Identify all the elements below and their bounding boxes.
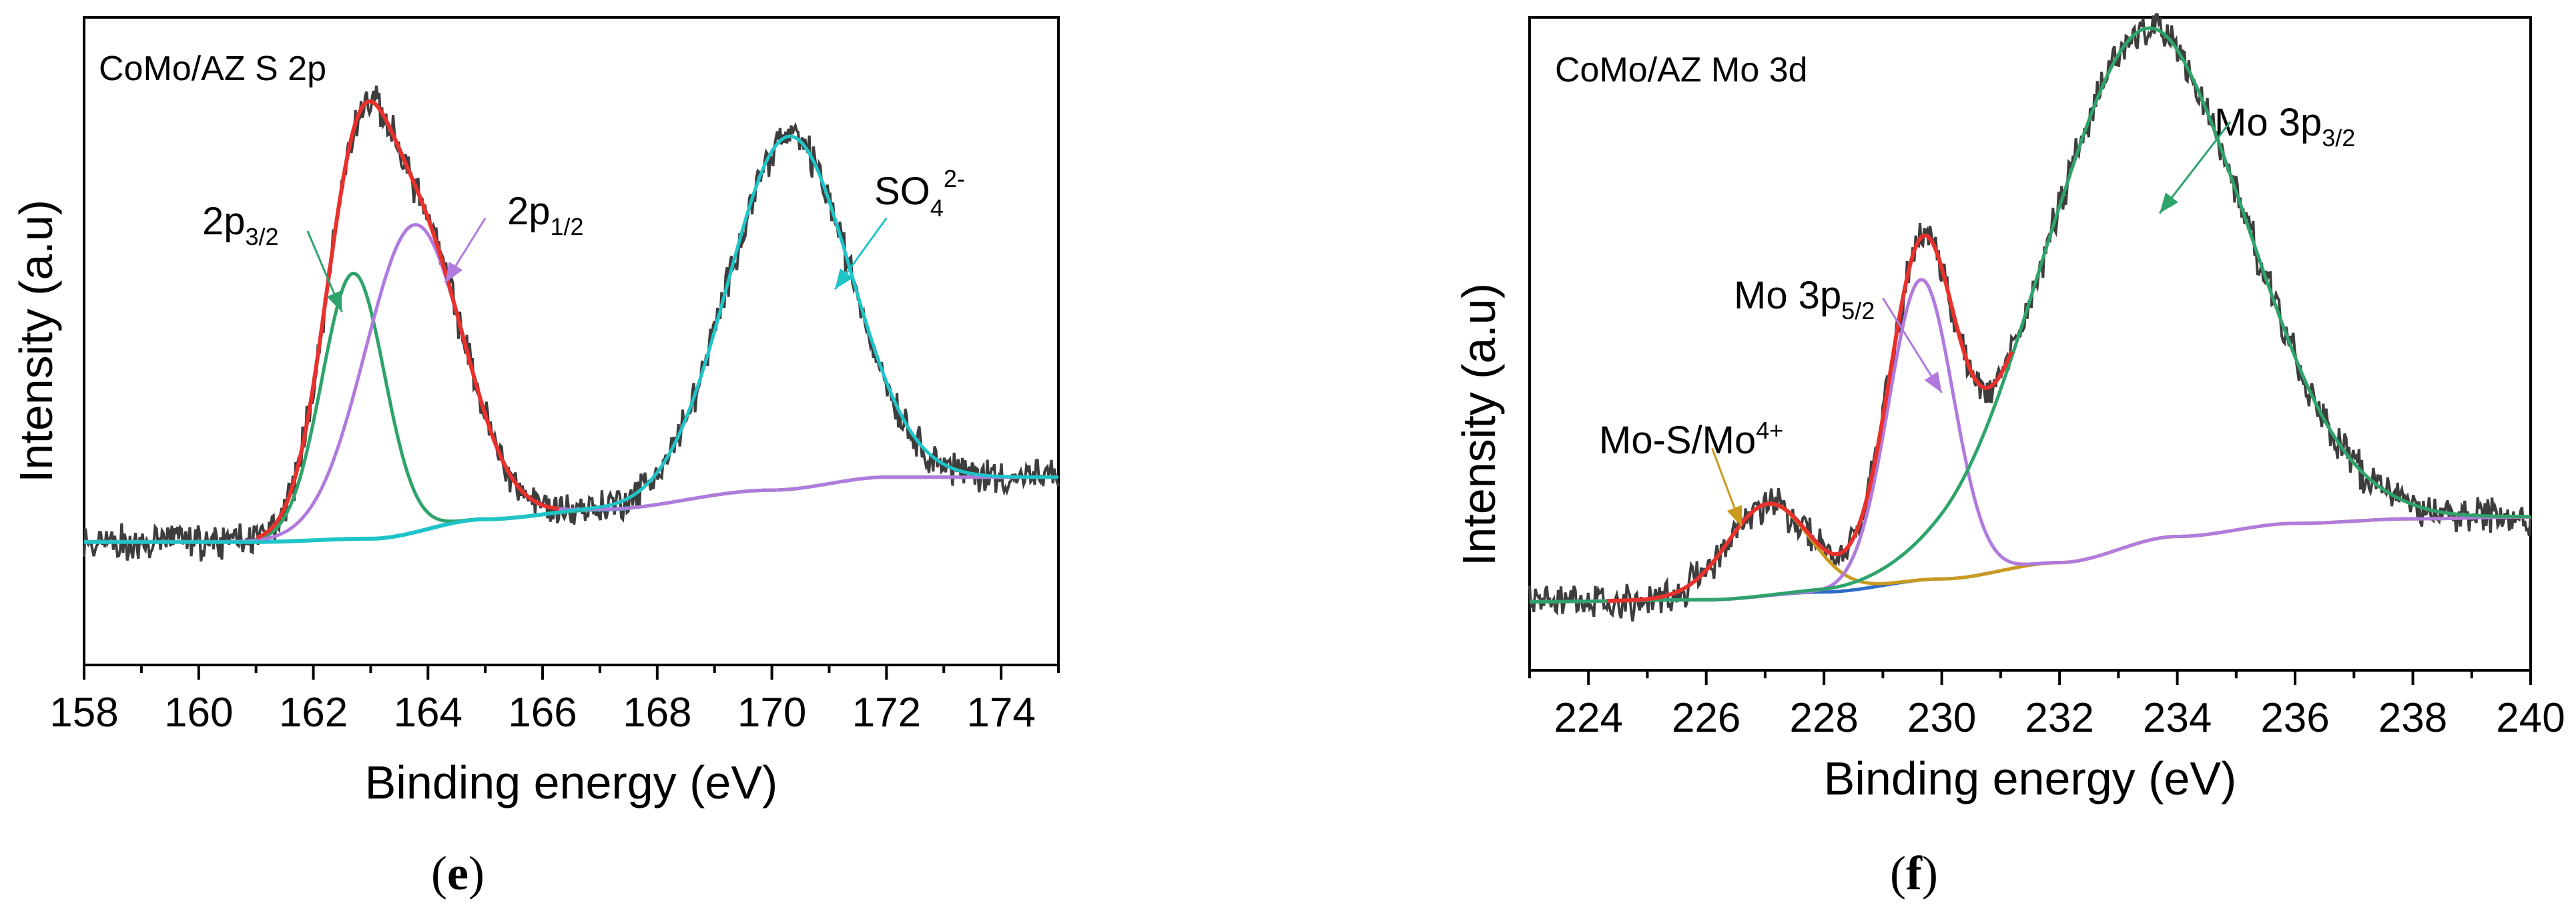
e-x-tick-label: 164 xyxy=(394,690,462,736)
panel-f-mo3d: CoMo/AZ Mo 3d Binding energy (eV) Intens… xyxy=(1453,13,2565,900)
panel-e-plot-frame xyxy=(83,16,1060,666)
panel-e-x-ticks: 158 160 162 164 166 168 170 172 174 xyxy=(49,665,1060,736)
panel-f-component-curves xyxy=(1530,26,2531,604)
e-x-tick-label: 172 xyxy=(852,690,921,736)
annotation-arrowhead xyxy=(1924,371,1942,393)
annotation-arrowhead xyxy=(835,268,854,290)
f-x-tick-label: 236 xyxy=(2260,695,2329,741)
component-curve-2p3-2 xyxy=(84,271,1058,544)
panel-e-s2p: CoMo/AZ S 2p Binding energy (eV) Intensi… xyxy=(10,16,1060,900)
panel-e-peak-annotations: 2p3/2 2p1/2 SO42- xyxy=(202,165,965,312)
f-x-tick-label: 224 xyxy=(1554,695,1623,741)
panel-e-letter: (e) xyxy=(431,847,485,900)
panel-f-peak-annotations: Mo-S/Mo4+ Mo 3p5/2 Mo 3p3/2 xyxy=(1599,101,2355,527)
e-x-tick-label: 158 xyxy=(49,690,118,736)
panel-e-y-axis-title: Intensity (a.u) xyxy=(10,200,62,483)
f-x-tick-label: 230 xyxy=(1907,695,1976,741)
annotation-arrowhead xyxy=(2160,192,2178,214)
annotation-arrowhead xyxy=(445,261,463,283)
panel-f-y-axis-title: Intensity (a.u) xyxy=(1453,283,1505,566)
e-envelope-line xyxy=(256,99,559,540)
label-2p12: 2p1/2 xyxy=(507,190,584,240)
label-mo3p32: Mo 3p3/2 xyxy=(2214,101,2355,152)
panel-e-x-axis-title: Binding energy (eV) xyxy=(365,756,778,809)
e-x-tick-label: 166 xyxy=(508,690,577,736)
f-x-tick-label: 238 xyxy=(2378,695,2447,741)
f-envelope-line xyxy=(1606,233,2013,604)
label-2p32: 2p3/2 xyxy=(202,200,279,250)
f-x-tick-label: 228 xyxy=(1789,695,1858,741)
e-x-tick-label: 170 xyxy=(737,690,806,736)
e-x-tick-label: 174 xyxy=(966,690,1035,736)
component-curve-so4-2- xyxy=(84,134,1058,544)
f-x-tick-label: 234 xyxy=(2143,695,2212,741)
panel-e-raw-spectrum xyxy=(83,85,1060,562)
f-x-tick-label: 240 xyxy=(2496,695,2565,741)
panel-f-x-ticks: 224 226 228 230 232 234 236 238 240 xyxy=(1528,670,2565,741)
component-curve-2p1-2 xyxy=(84,223,1058,544)
panel-f-x-axis-title: Binding energy (eV) xyxy=(1824,752,2237,805)
label-mo-s-mo4: Mo-S/Mo4+ xyxy=(1599,417,1783,462)
e-raw-line xyxy=(83,85,1060,562)
f-x-tick-label: 232 xyxy=(2025,695,2094,741)
panel-f-letter: (f) xyxy=(1890,847,1938,900)
annotation-arrowhead xyxy=(326,290,342,312)
component-curve-mo-3p3-2 xyxy=(1530,26,2531,604)
panel-e-title: CoMo/AZ S 2p xyxy=(99,49,326,88)
panel-e-component-curves xyxy=(84,134,1058,544)
f-raw-line xyxy=(1528,13,2532,622)
f-x-tick-label: 226 xyxy=(1672,695,1740,741)
panel-f-raw-spectrum xyxy=(1528,13,2532,622)
label-mo3p52: Mo 3p5/2 xyxy=(1734,274,1875,324)
panel-f-title: CoMo/AZ Mo 3d xyxy=(1555,51,1808,89)
label-so4: SO42- xyxy=(874,165,965,222)
panel-f-envelope-curve xyxy=(1606,233,2013,604)
e-x-tick-label: 160 xyxy=(164,690,233,736)
panel-f-plot-frame xyxy=(1528,16,2532,672)
annotation-arrowhead xyxy=(1726,505,1742,527)
e-x-tick-label: 168 xyxy=(623,690,691,736)
panel-e-envelope-curve xyxy=(256,99,559,540)
e-x-tick-label: 162 xyxy=(279,690,348,736)
